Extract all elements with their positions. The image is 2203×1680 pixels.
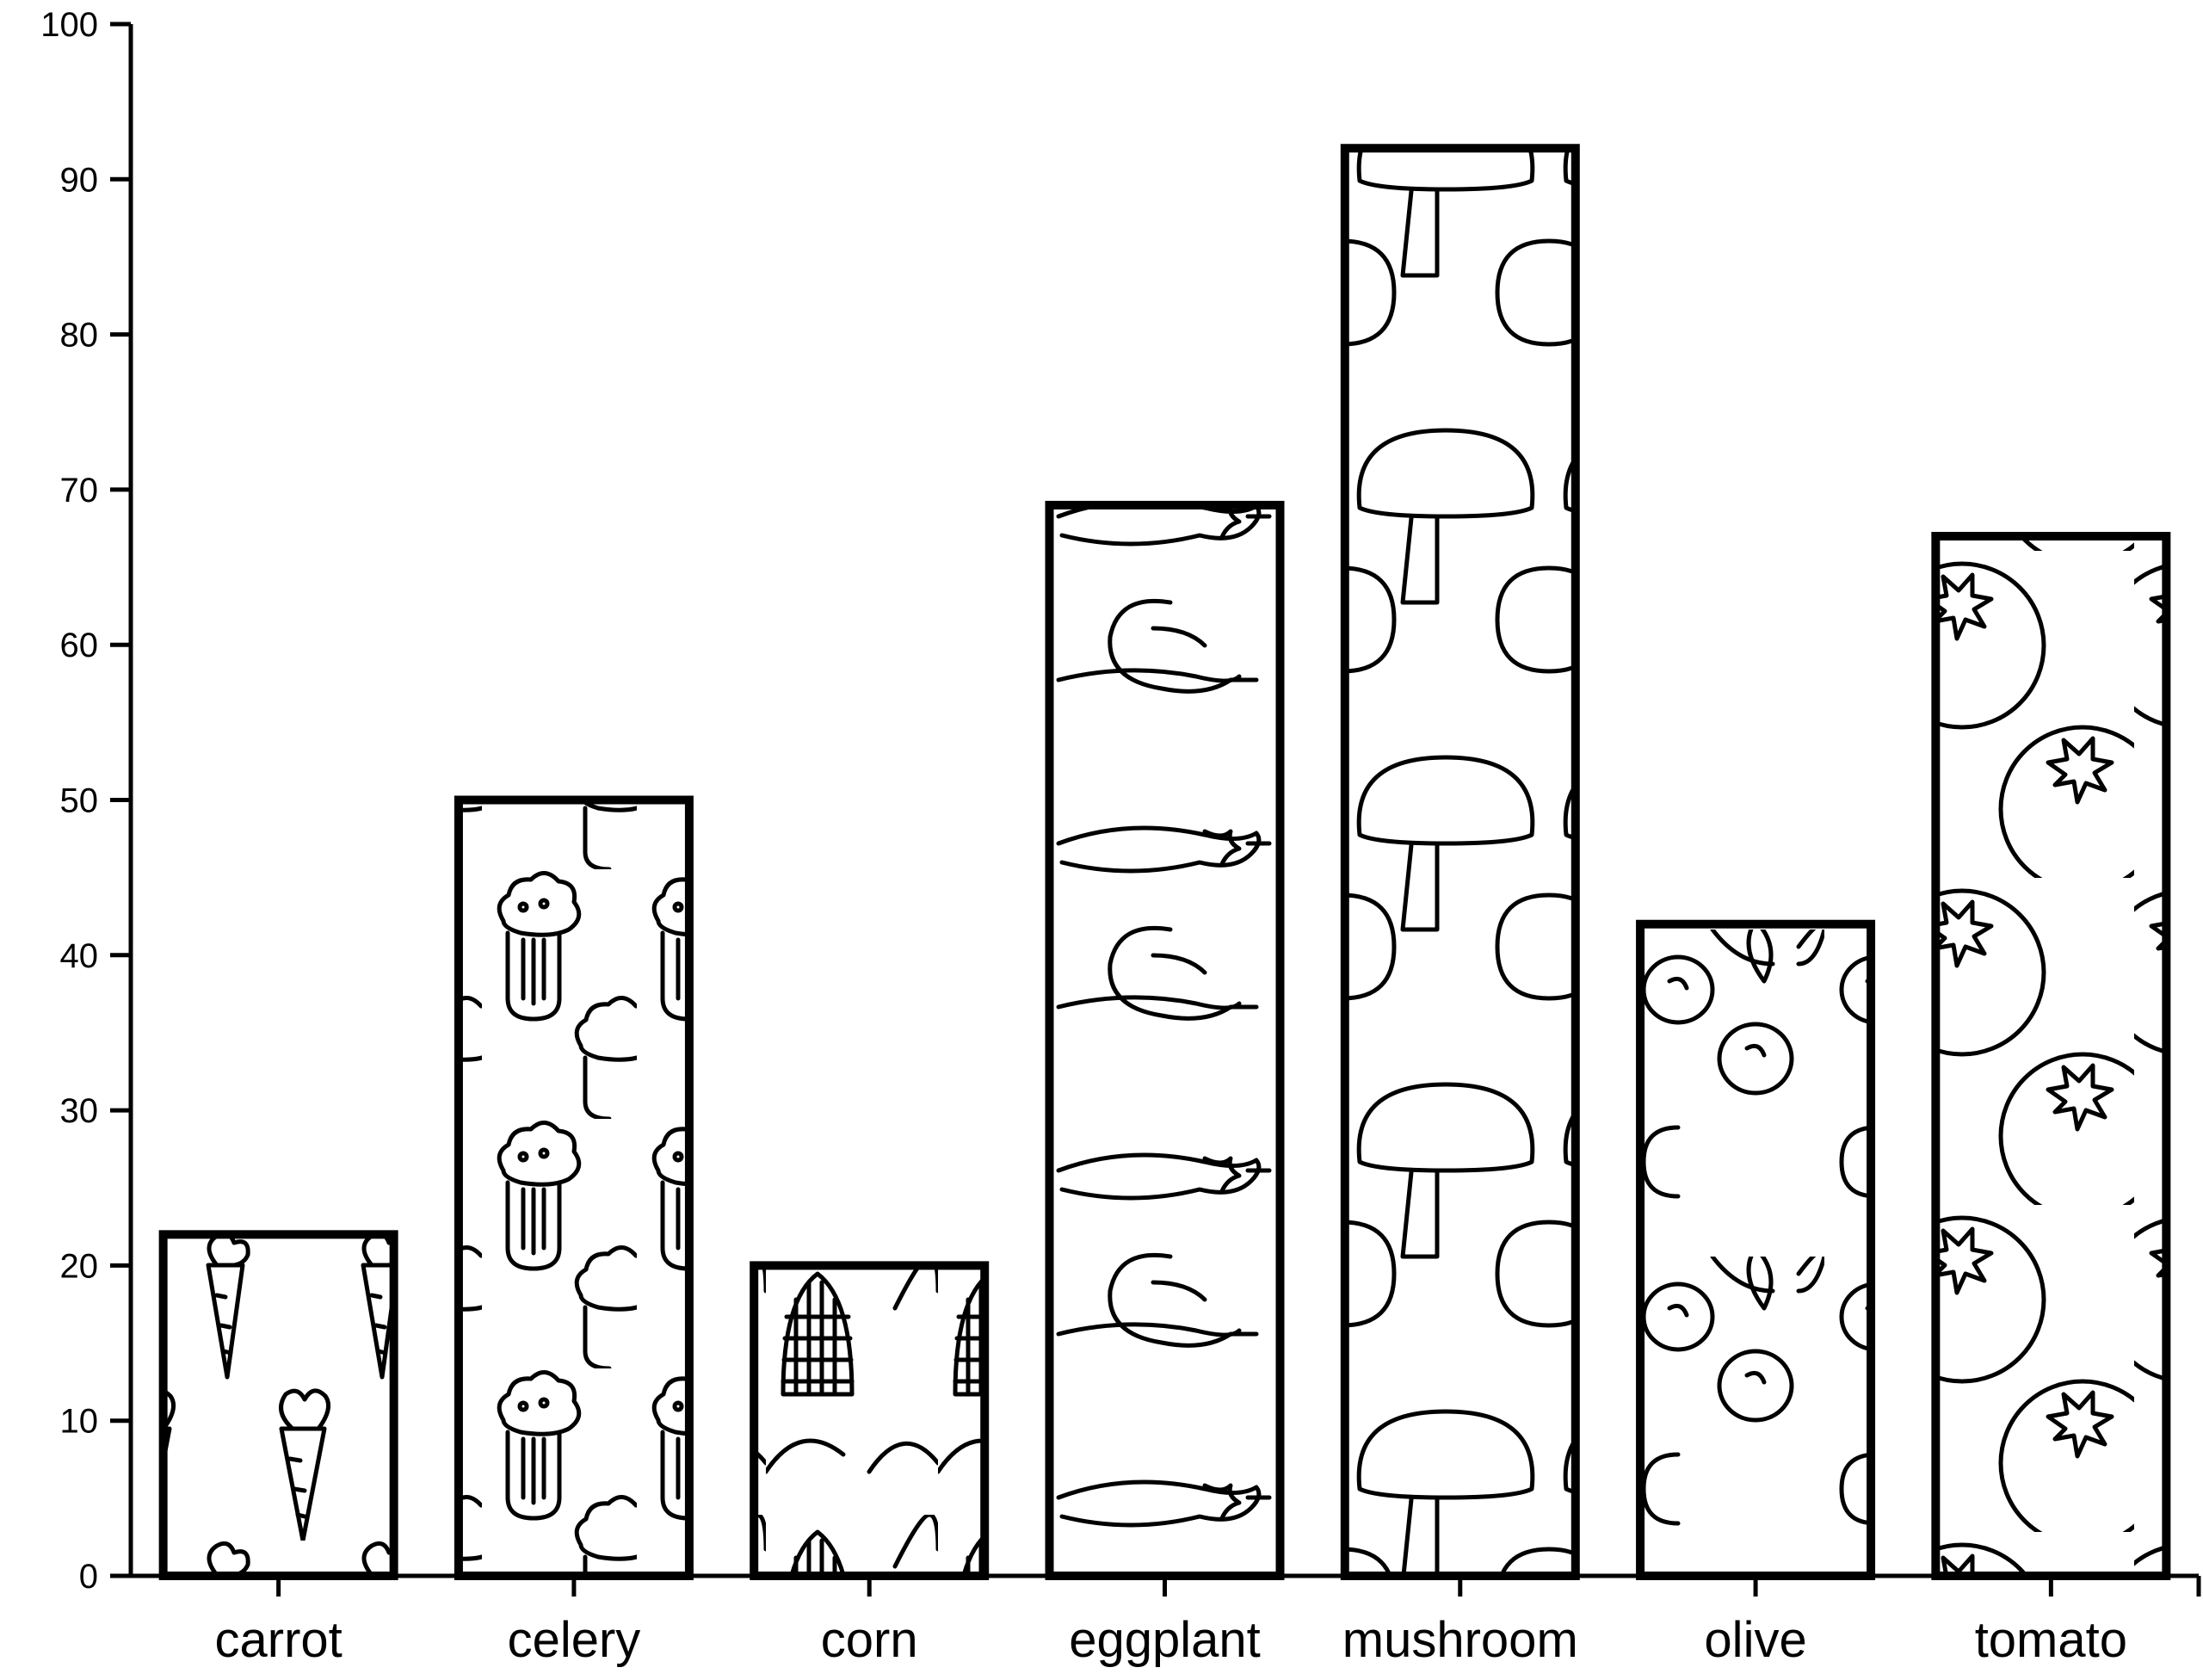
y-axis-ticks: 0 10 20 30 40 50 60 70 80 90 100 bbox=[40, 6, 131, 1596]
bars bbox=[158, 144, 2171, 1581]
bar-eggplant bbox=[1045, 500, 1285, 1580]
y-tick-label: 90 bbox=[60, 161, 99, 199]
bar-carrot bbox=[158, 1230, 398, 1580]
bar-tomato bbox=[1931, 531, 2171, 1580]
y-tick-label: 20 bbox=[60, 1247, 99, 1285]
x-tick-label-carrot: carrot bbox=[215, 1612, 342, 1668]
x-tick-label-mushroom: mushroom bbox=[1342, 1612, 1578, 1668]
x-tick-label-celery: celery bbox=[508, 1612, 641, 1668]
y-tick-label: 70 bbox=[60, 472, 99, 510]
y-tick-label: 50 bbox=[60, 782, 99, 820]
bar-corn bbox=[750, 1261, 990, 1581]
y-tick-label: 80 bbox=[60, 317, 99, 355]
x-tick-label-tomato: tomato bbox=[1975, 1612, 2127, 1668]
y-tick-label: 100 bbox=[40, 6, 98, 44]
y-tick-label: 10 bbox=[60, 1403, 99, 1441]
y-tick-label: 30 bbox=[60, 1092, 99, 1130]
bar-mushroom bbox=[1340, 144, 1580, 1581]
y-tick-label: 40 bbox=[60, 937, 99, 975]
bar-olive bbox=[1636, 919, 1876, 1580]
bar-celery bbox=[454, 795, 694, 1580]
x-axis-ticks: carrot celery corn eggplant mushroom olive tom… bbox=[215, 1576, 2201, 1668]
y-tick-label: 0 bbox=[79, 1558, 98, 1596]
x-tick-label-olive: olive bbox=[1704, 1612, 1806, 1668]
x-tick-label-corn: corn bbox=[821, 1612, 918, 1668]
x-tick-label-eggplant: eggplant bbox=[1069, 1612, 1261, 1668]
y-tick-label: 60 bbox=[60, 627, 99, 664]
